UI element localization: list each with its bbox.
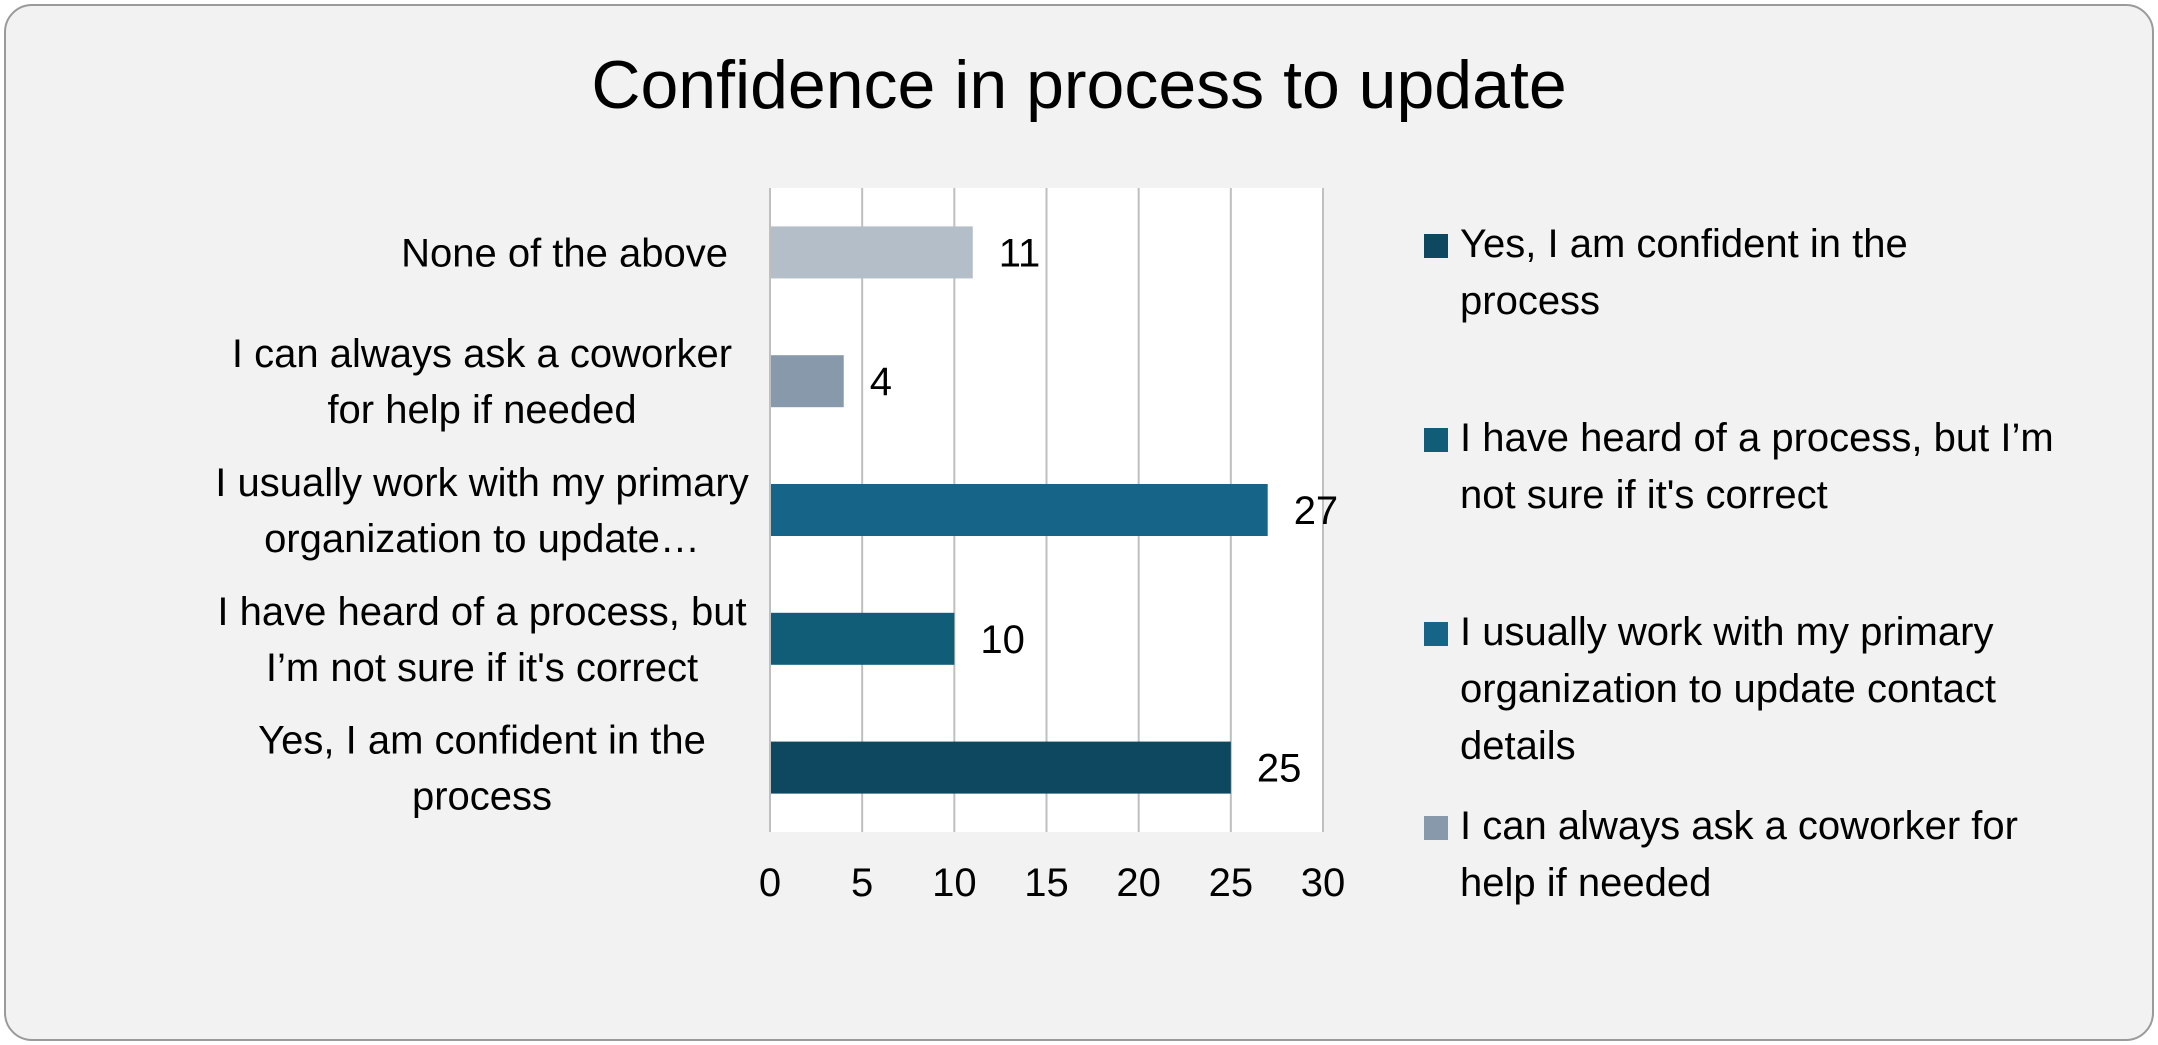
category-label: I have heard of a process, but I’m not su… bbox=[217, 590, 746, 690]
bar bbox=[770, 612, 955, 665]
bar bbox=[770, 355, 844, 408]
chart-title: Confidence in process to update bbox=[591, 47, 1567, 123]
data-label: 27 bbox=[1294, 489, 1339, 533]
x-tick-label: 20 bbox=[1116, 861, 1161, 905]
legend-label: Yes, I am confident in the process bbox=[1460, 222, 1908, 323]
x-tick-label: 15 bbox=[1024, 861, 1069, 905]
x-tick-label: 10 bbox=[932, 861, 977, 905]
legend-swatch bbox=[1424, 428, 1448, 452]
chart-plot: 0 5 10 15 20 25 30 25 Yes, I am confident in the… bbox=[215, 188, 1346, 905]
category-label: None of the above bbox=[401, 231, 728, 275]
bar bbox=[770, 484, 1268, 536]
data-label: 4 bbox=[870, 360, 892, 404]
x-tick-label: 25 bbox=[1209, 861, 1254, 905]
chart-legend: Yes, I am confident in the process I have… bbox=[1424, 6, 2144, 1039]
legend-label: I have heard of a process, but I’m not s… bbox=[1460, 416, 2054, 517]
chart-frame: Confidence in process to update 0 5 10 15 20… bbox=[4, 4, 2154, 1041]
data-label: 11 bbox=[999, 231, 1041, 275]
legend-swatch bbox=[1424, 234, 1448, 258]
x-tick-label: 0 bbox=[759, 861, 781, 905]
data-label: 25 bbox=[1257, 747, 1302, 791]
category-label: I can always ask a coworker for help if n… bbox=[232, 332, 732, 432]
x-tick-label: 5 bbox=[851, 861, 873, 905]
legend-label: I usually work with my primary organizat… bbox=[1460, 610, 1996, 768]
bar bbox=[770, 741, 1231, 794]
category-label: Yes, I am confident in the process bbox=[258, 719, 706, 819]
legend-swatch bbox=[1424, 816, 1448, 840]
category-label: I usually work with my primary organizati… bbox=[215, 461, 748, 561]
legend-label: I can always ask a coworker for help if … bbox=[1460, 804, 2018, 905]
data-label: 10 bbox=[980, 618, 1024, 662]
bar bbox=[770, 226, 973, 279]
legend-swatch bbox=[1424, 622, 1448, 646]
x-tick-label: 30 bbox=[1301, 861, 1346, 905]
